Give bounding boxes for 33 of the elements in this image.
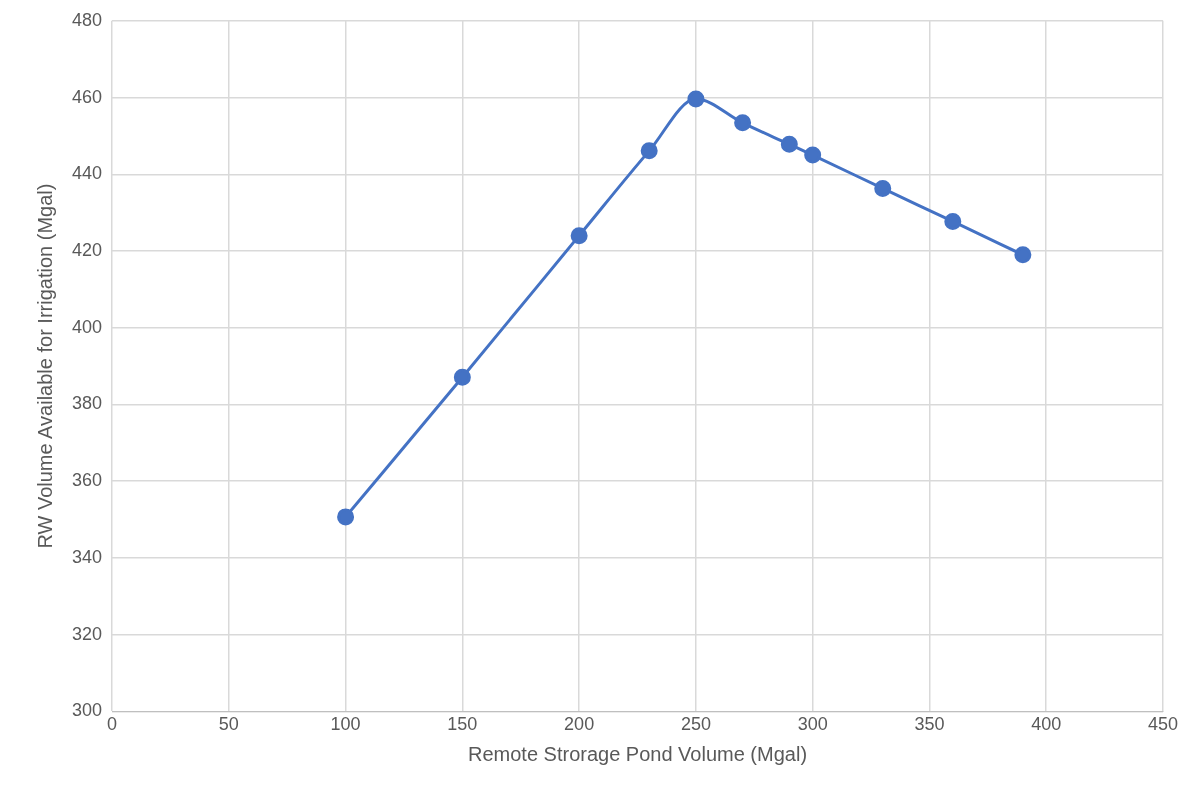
x-tick-label: 50 — [218, 714, 239, 735]
y-tick-label: 340 — [71, 546, 103, 567]
y-tick-label: 460 — [71, 86, 103, 107]
point — [944, 212, 962, 230]
y-tick-label: 320 — [71, 623, 103, 644]
point — [453, 368, 471, 386]
x-tick-label: 250 — [680, 714, 711, 735]
point — [687, 90, 705, 108]
point — [734, 114, 752, 132]
point — [804, 146, 822, 164]
x-tick-label: 350 — [914, 714, 945, 735]
y-tick-label: 420 — [71, 239, 103, 260]
point — [640, 142, 658, 160]
x-tick-label: 150 — [447, 714, 478, 735]
point — [780, 135, 798, 153]
y-axis-title: RW Volume Available for Irrigation (Mgal) — [33, 183, 56, 549]
y-tick-label: 480 — [71, 9, 103, 30]
x-tick-label: 200 — [564, 714, 595, 735]
x-tick-label: 300 — [797, 714, 828, 735]
point — [1014, 246, 1032, 264]
point — [874, 179, 892, 197]
x-tick-label: 100 — [330, 714, 361, 735]
x-tick-label: 400 — [1031, 714, 1062, 735]
y-tick-label: 300 — [71, 700, 103, 721]
x-tick-label: 450 — [1147, 714, 1179, 735]
y-tick-label: 360 — [71, 470, 103, 491]
x-tick-label: 0 — [107, 714, 118, 735]
y-tick-label: 400 — [71, 316, 103, 337]
point — [337, 508, 355, 526]
y-tick-label: 380 — [71, 393, 103, 414]
x-axis-title: Remote Strorage Pond Volume (Mgal) — [467, 742, 808, 765]
y-tick-label: 440 — [71, 163, 103, 184]
point — [570, 227, 588, 245]
